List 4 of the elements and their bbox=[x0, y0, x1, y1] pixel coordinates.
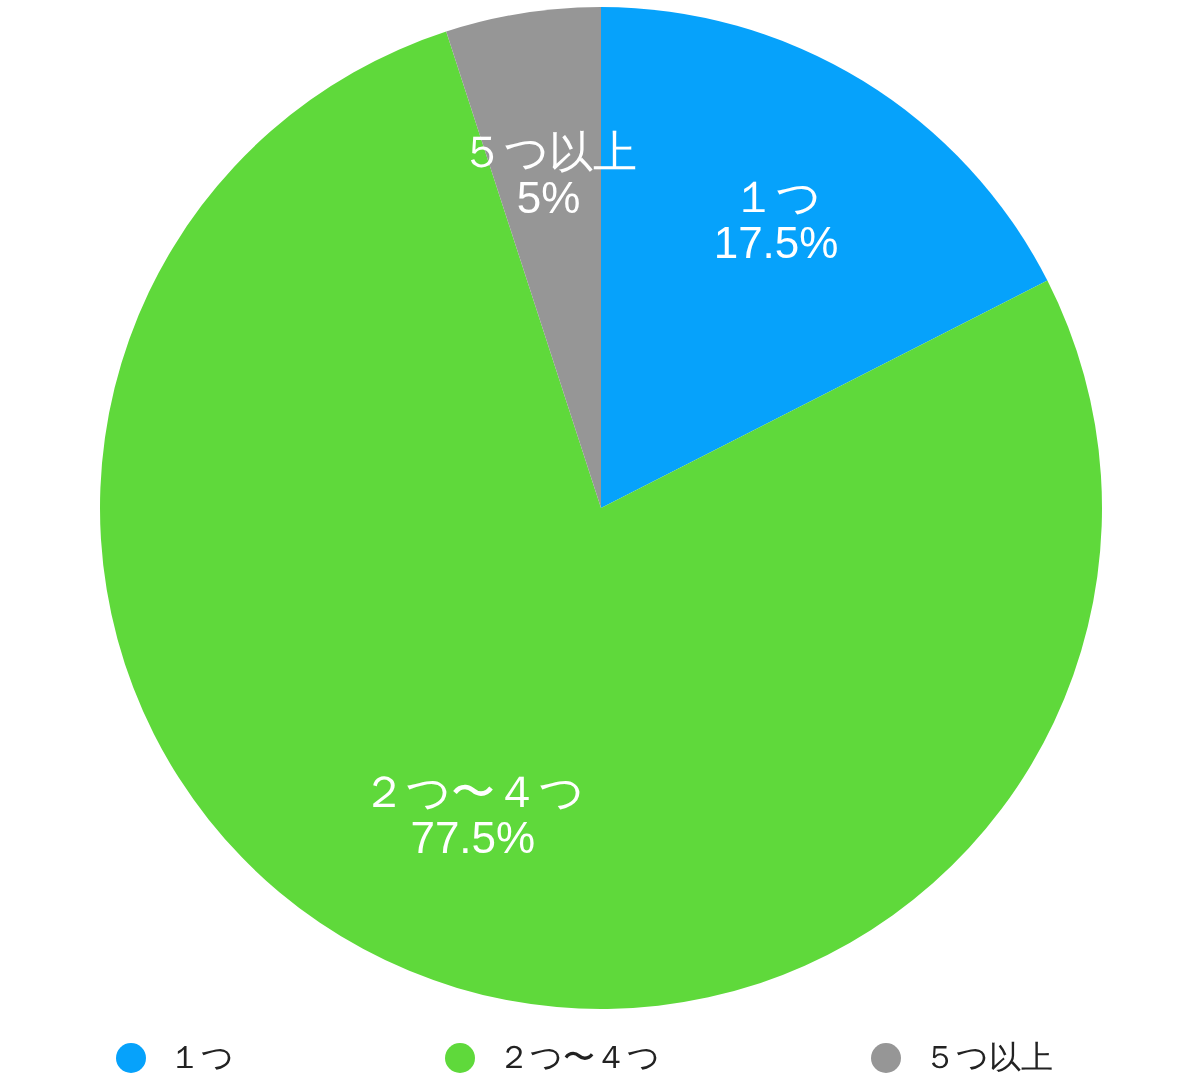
legend-label: ２つ〜４つ bbox=[498, 1039, 660, 1075]
legend-label: ５つ以上 bbox=[924, 1039, 1053, 1075]
legend-label: １つ bbox=[169, 1039, 234, 1075]
data-label: 5% bbox=[516, 173, 581, 223]
